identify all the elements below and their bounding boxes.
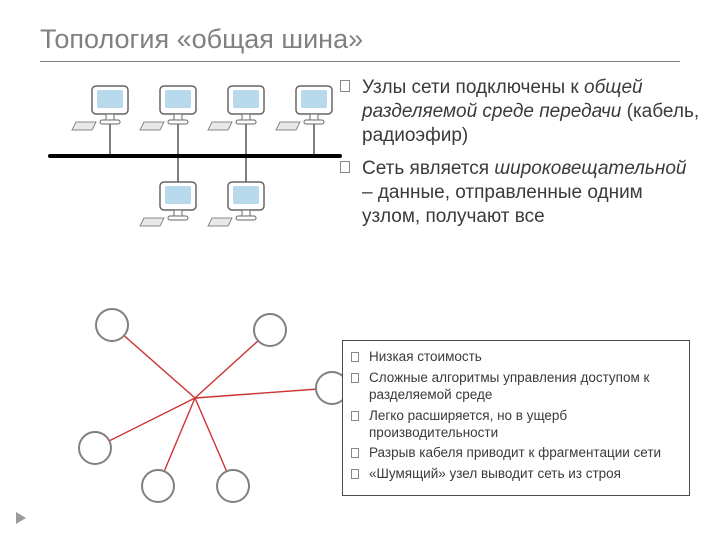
properties-list: Низкая стоимость Сложные алгоритмы управ… [349, 349, 683, 483]
main-bullet-list: Узлы сети подключены к общей разделяемой… [340, 76, 700, 229]
main-bullet: Узлы сети подключены к общей разделяемой… [340, 76, 700, 147]
bullet-text: – данные, отправленные одним узлом, полу… [362, 182, 643, 227]
bullet-text: Сеть является [362, 158, 494, 179]
bullet-text-italic: широковещательной [494, 158, 686, 179]
properties-item: «Шумящий» узел выводит сеть из строя [349, 466, 683, 483]
slide: Топология «общая шина» Узлы сети подключ… [0, 0, 720, 540]
next-slide-arrow[interactable] [16, 512, 26, 524]
bus-and-star-diagram [40, 78, 350, 518]
properties-item: Легко расширяется, но в ущерб производит… [349, 408, 683, 442]
main-bullet: Сеть является широковещательной – данные… [340, 157, 700, 228]
diagrams-column [40, 78, 340, 508]
slide-title: Топология «общая шина» [40, 24, 680, 62]
properties-item: Разрыв кабеля приводит к фрагментации се… [349, 445, 683, 462]
bullet-text: Узлы сети подключены к [362, 77, 584, 98]
properties-box: Низкая стоимость Сложные алгоритмы управ… [342, 340, 690, 496]
properties-item: Сложные алгоритмы управления доступом к … [349, 370, 683, 404]
properties-item: Низкая стоимость [349, 349, 683, 366]
main-text-column: Узлы сети подключены к общей разделяемой… [340, 76, 700, 239]
